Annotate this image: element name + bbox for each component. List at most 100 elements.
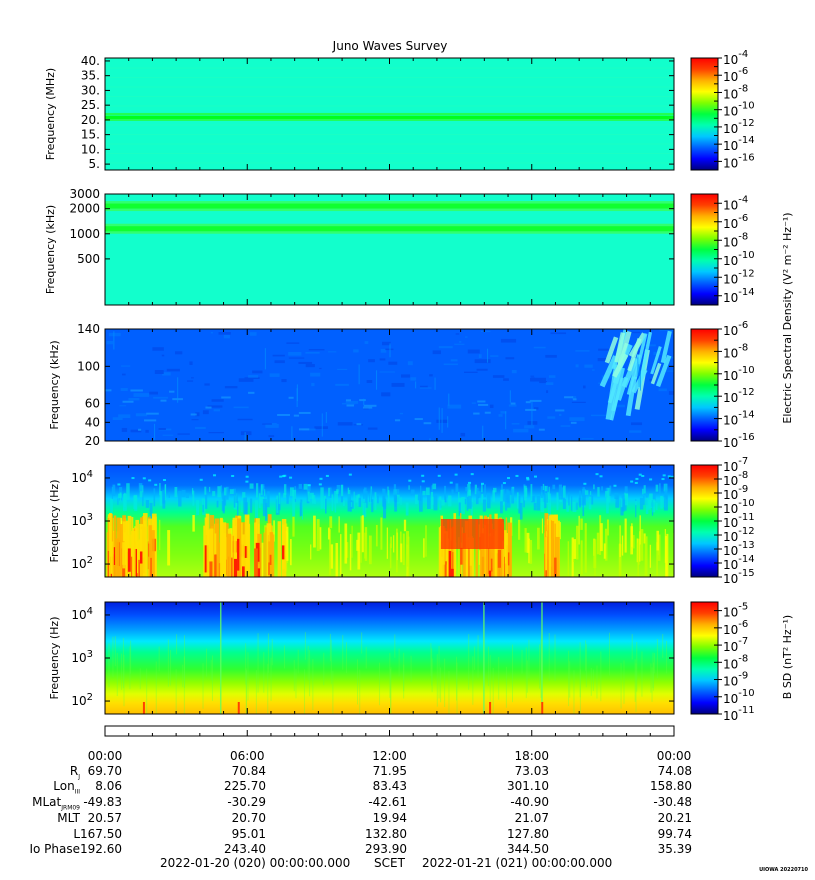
colorbar-tick-exponent: -16 [738, 432, 754, 443]
x-tick-label: 06:00 [230, 749, 265, 763]
colorbar-tick-label: 10-10 [723, 688, 755, 706]
y-axis-label: Frequency (Hz) [48, 617, 61, 700]
colorbar-title: Electric Spectral Density (V² m⁻² Hz⁻¹) [781, 212, 794, 423]
ephemeris-label-text: MLat [32, 795, 62, 809]
ephemeris-value: 83.43 [372, 779, 407, 793]
ephemeris-label-text: MLT [57, 811, 80, 825]
colorbar-tick-exponent: -8 [738, 83, 748, 94]
colorbar-title: B SD (nT² Hz⁻¹) [781, 615, 794, 699]
y-tick-label: 102 [71, 692, 93, 708]
colorbar [690, 57, 719, 171]
ephemeris-value: 20.70 [231, 811, 266, 825]
colorbar-tick-exponent: -5 [738, 602, 748, 613]
y-tick-exponent: 2 [87, 692, 93, 703]
ephemeris-label-subscript: JRM09 [61, 804, 80, 812]
ephemeris-label: LonIII [53, 779, 80, 795]
colorbar-tick-label: 10-4 [723, 194, 748, 212]
colorbar-tick-exponent: -12 [738, 387, 754, 398]
y-tick-exponent: 4 [87, 606, 93, 617]
y-axis-label: Frequency (MHz) [44, 68, 57, 160]
colorbar-tick-exponent: -15 [738, 568, 754, 579]
colorbar-tick-label: 10-6 [723, 619, 748, 637]
y-axis-label: Frequency (kHz) [44, 205, 57, 294]
ephemeris-value: -30.29 [227, 795, 266, 809]
colorbar-tick-exponent: -6 [738, 320, 748, 331]
ephemeris-label-text: Io Phase [29, 842, 80, 856]
ephemeris-value: 243.40 [224, 842, 266, 856]
colorbar-tick-exponent: -14 [738, 410, 754, 421]
ephemeris-value: 192.60 [80, 842, 122, 856]
colorbar-tick-exponent: -14 [738, 135, 754, 146]
colorbar-tick-exponent: -8 [738, 470, 748, 481]
colorbar-tick-exponent: -4 [738, 49, 748, 60]
panel-3: 140 100 60 40 20 Frequency (kHz) 10-6 10-8 10-10… [48, 320, 755, 450]
spectrogram-1 [105, 58, 674, 170]
colorbar-tick-label: 10-16 [723, 152, 755, 170]
ephemeris-value: -40.90 [510, 795, 549, 809]
colorbar-tick-exponent: -6 [738, 66, 748, 77]
panel-1: 40.35.30.25.20.15.10.5. Frequency (MHz) 10… [44, 49, 755, 171]
colorbar-tick-exponent: -10 [738, 365, 754, 376]
panels: 40.35.30.25.20.15.10.5. Frequency (MHz) 10… [44, 49, 794, 723]
ephemeris-value: 95.01 [231, 827, 266, 841]
ephemeris-value: 71.95 [372, 764, 407, 778]
ephemeris-label-text: Lon [53, 779, 75, 793]
spectrogram-2 [105, 194, 674, 305]
colorbar-tick-label: 10-6 [723, 66, 748, 84]
ephemeris-value: -42.61 [368, 795, 407, 809]
colorbar-tick-label: 10-4 [723, 49, 748, 67]
colorbar-tick-label: 10-9 [723, 671, 748, 689]
ephemeris-label: MLatJRM09 [32, 795, 80, 811]
y-tick-label: 30. [81, 83, 100, 97]
ephemeris-label-subscript: III [74, 788, 80, 796]
ephemeris-value: 19.94 [372, 811, 407, 825]
colorbar-tick-label: 10-12 [723, 387, 755, 405]
footer-scet-label: SCET [374, 856, 405, 870]
colorbar-tick-exponent: -7 [738, 636, 748, 647]
y-tick-label: 40 [85, 415, 100, 429]
colorbar-tick-exponent: -8 [738, 653, 748, 664]
y-tick-label: 5. [89, 157, 100, 171]
y-tick-label: 40. [81, 54, 100, 68]
y-tick-exponent: 3 [87, 649, 93, 660]
ephemeris-label: L [73, 827, 80, 841]
colorbar-tick-exponent: -14 [738, 554, 754, 565]
colorbar-tick-exponent: -6 [738, 619, 748, 630]
colorbar-tick-label: 10-14 [723, 410, 755, 428]
y-axis-label: Frequency (Hz) [48, 480, 61, 563]
colorbar-tick-exponent: -13 [738, 540, 754, 551]
ephemeris-value: -30.48 [653, 795, 692, 809]
ephemeris-value: 344.50 [507, 842, 549, 856]
y-tick-label: 60 [85, 397, 100, 411]
colorbar-tick-exponent: -12 [738, 268, 754, 279]
y-tick-label: 100 [77, 359, 100, 373]
y-tick-label: 103 [71, 512, 93, 528]
y-tick-label: 35. [81, 69, 100, 83]
x-tick-label: 12:00 [372, 749, 407, 763]
y-tick-label: 3000 [69, 187, 100, 201]
colorbar-tick-label: 10-10 [723, 250, 755, 268]
colorbar-tick-exponent: -10 [738, 250, 754, 261]
ephemeris-value: 158.80 [650, 779, 692, 793]
ephemeris-value: 21.07 [514, 811, 549, 825]
colorbar-tick-label: 10-11 [723, 705, 755, 723]
x-tick-label: 00:00 [88, 749, 123, 763]
version-stamp: UIOWA 20220710 [759, 867, 808, 873]
colorbar-tick-exponent: -10 [738, 498, 754, 509]
ephemeris-value: 8.06 [95, 779, 122, 793]
time-axis: 00:00 06:00 12:00 18:00 00:00 [88, 725, 691, 763]
colorbar-tick-exponent: -11 [738, 512, 754, 523]
y-tick-label: 10. [81, 142, 100, 156]
intense-emission [440, 519, 505, 549]
colorbar-tick-label: 10-16 [723, 432, 755, 450]
footer-start-time: 2022-01-20 (020) 00:00:00.000 [160, 856, 351, 870]
colorbar-tick-label: 10-8 [723, 342, 748, 360]
colorbar-tick-label: 10-12 [723, 118, 755, 136]
colorbar-tick-exponent: -8 [738, 231, 748, 242]
ephemeris-value: 127.80 [507, 827, 549, 841]
colorbar-tick-exponent: -12 [738, 526, 754, 537]
colorbar-tick-exponent: -9 [738, 484, 748, 495]
y-tick-label: 103 [71, 649, 93, 665]
